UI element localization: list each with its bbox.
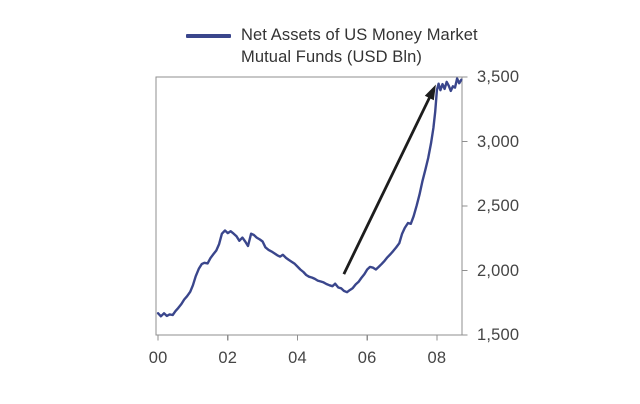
- legend-label-line2: Mutual Funds (USD Bln): [241, 48, 423, 66]
- legend-label-line1: Net Assets of US Money Market: [241, 26, 478, 44]
- trend-arrow-head: [424, 84, 436, 101]
- y-axis-tick-label: 1,500: [477, 326, 520, 344]
- y-axis-tick-label: 2,000: [477, 261, 520, 280]
- legend-label: Net Assets of US Money Market Mutual Fun…: [241, 24, 478, 68]
- x-axis-tick-label: 08: [427, 349, 447, 367]
- x-axis-tick-label: 00: [148, 349, 168, 367]
- data-line-series: [156, 77, 463, 318]
- chart-legend: Net Assets of US Money Market Mutual Fun…: [186, 24, 478, 68]
- trend-arrow-shaft: [342, 95, 432, 275]
- x-axis-tick-label: 02: [218, 349, 238, 367]
- x-axis-tick-label: 04: [288, 349, 307, 367]
- y-axis-tick-label: 3,500: [477, 68, 520, 86]
- x-axis-tick-label: 06: [357, 349, 377, 367]
- legend-line-swatch: [186, 34, 231, 38]
- y-axis-tick-label: 2,500: [477, 197, 520, 215]
- y-axis-tick-label: 3,000: [477, 132, 520, 151]
